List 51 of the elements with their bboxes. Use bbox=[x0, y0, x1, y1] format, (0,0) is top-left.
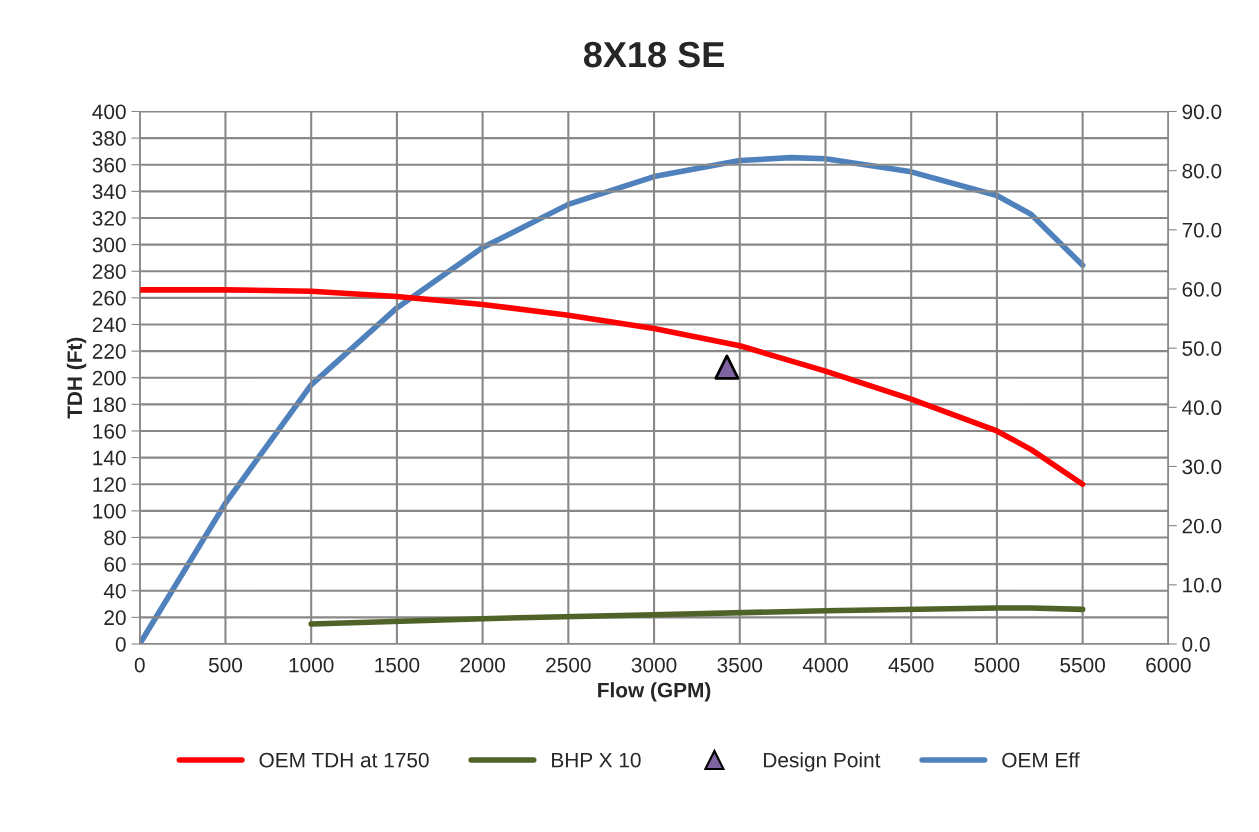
x-tick-label: 1000 bbox=[289, 657, 334, 673]
y-tick-label: 220 bbox=[92, 344, 126, 359]
y-tick-label: 320 bbox=[92, 210, 126, 226]
legend-label: OEM Eff bbox=[1002, 752, 1080, 768]
x-tick-label: 4000 bbox=[802, 657, 848, 673]
x-tick-label: 5000 bbox=[974, 657, 1020, 673]
x-axis-title: Flow (GPM) bbox=[598, 682, 711, 702]
x-tick-label: 5500 bbox=[1060, 657, 1105, 673]
y-tick-label: 100 bbox=[93, 503, 126, 519]
x-tick-label: 3500 bbox=[717, 657, 763, 673]
y2-tick-label: 20.0 bbox=[1182, 518, 1222, 534]
y2-tick-label: 10.0 bbox=[1183, 577, 1222, 593]
y-tick-label: 20 bbox=[104, 610, 126, 626]
y-tick-label: 280 bbox=[92, 264, 126, 279]
y-tick-label: 200 bbox=[92, 370, 126, 386]
x-tick-label: 4500 bbox=[888, 657, 934, 673]
legend-label: Design Point bbox=[764, 752, 881, 772]
chart-title: 8X18 SE bbox=[583, 41, 724, 68]
x-tick-label: 1500 bbox=[375, 657, 420, 673]
y-tick-label: 60 bbox=[104, 557, 126, 572]
x-tick-label: 2000 bbox=[460, 657, 505, 673]
y2-tick-label: 80.0 bbox=[1182, 163, 1222, 179]
y2-tick-label: 60.0 bbox=[1182, 281, 1222, 297]
y-tick-label: 180 bbox=[93, 397, 126, 413]
x-tick-label: 6000 bbox=[1146, 657, 1191, 673]
y2-tick-label: 0.0 bbox=[1182, 636, 1210, 652]
y2-tick-label: 70.0 bbox=[1182, 222, 1222, 238]
x-tick-label: 0 bbox=[134, 657, 145, 673]
y-axis-title: TDH (Ft) bbox=[66, 337, 87, 419]
y2-tick-label: 30.0 bbox=[1182, 459, 1222, 475]
legend-label: OEM TDH at 1750 bbox=[259, 752, 429, 768]
y-tick-label: 300 bbox=[92, 237, 126, 253]
x-tick-label: 3000 bbox=[631, 657, 677, 673]
y-tick-label: 140 bbox=[93, 450, 126, 466]
y-tick-label: 260 bbox=[92, 290, 126, 306]
y-tick-label: 340 bbox=[92, 184, 126, 200]
y-tick-label: 360 bbox=[92, 157, 126, 173]
legend-label: BHP X 10 bbox=[552, 752, 641, 768]
y-tick-label: 0 bbox=[115, 636, 126, 652]
y-tick-label: 400 bbox=[92, 104, 126, 120]
x-tick-label: 500 bbox=[208, 657, 243, 673]
y2-tick-label: 40.0 bbox=[1182, 400, 1222, 416]
y-tick-label: 160 bbox=[93, 423, 126, 439]
y2-tick-label: 90.0 bbox=[1182, 104, 1222, 120]
y-tick-label: 40 bbox=[103, 583, 126, 599]
y-tick-label: 120 bbox=[93, 477, 126, 492]
y-tick-label: 240 bbox=[92, 317, 126, 333]
y-tick-label: 80 bbox=[104, 530, 126, 546]
y-tick-label: 380 bbox=[92, 131, 126, 146]
x-tick-label: 2500 bbox=[546, 657, 591, 673]
y2-tick-label: 50.0 bbox=[1182, 341, 1222, 356]
